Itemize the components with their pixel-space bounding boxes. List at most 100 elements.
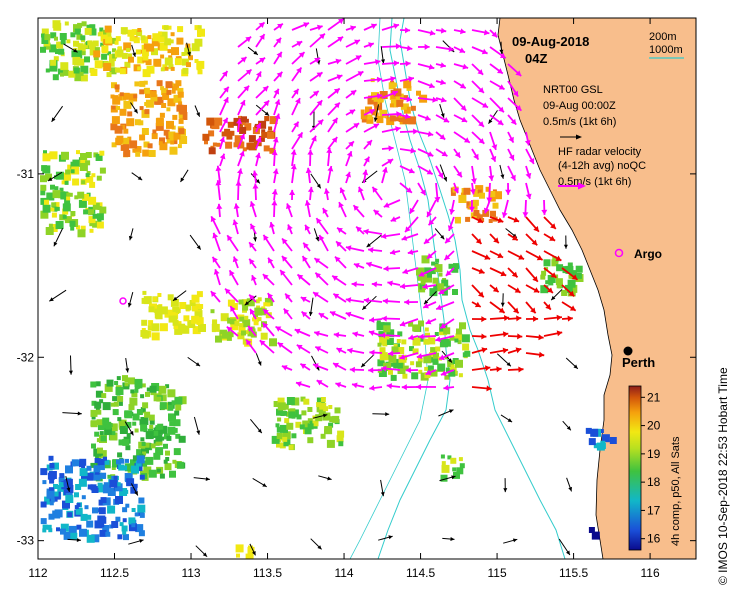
sst-pixel: [123, 42, 132, 51]
sst-pixel: [128, 517, 136, 525]
radar-arrow-head: [413, 128, 419, 135]
sst-pixel: [130, 486, 138, 494]
sst-pixel: [55, 206, 60, 211]
sst-pixel: [212, 142, 217, 147]
sst-pixel: [434, 264, 443, 273]
radar-arrow-head: [423, 302, 429, 309]
radar-arrow-head: [380, 332, 386, 339]
radar-arrow-head: [505, 189, 512, 195]
sst-pixel: [112, 409, 119, 416]
sst-pixel: [66, 39, 71, 44]
radar-arrow-head: [319, 235, 325, 241]
sst-pixel: [151, 133, 158, 140]
sst-pixel: [459, 322, 466, 330]
sst-pixel: [477, 189, 482, 194]
radar-arrow-head: [333, 332, 340, 338]
sst-pixel: [48, 528, 53, 533]
radar-arrow-head: [425, 318, 432, 325]
radar-arrow-head: [404, 299, 410, 306]
sst-pixel: [599, 429, 604, 433]
radar-arrow-head: [518, 366, 524, 373]
sst-pixel: [94, 60, 103, 69]
sst-pixel: [99, 529, 107, 537]
sst-pixel: [166, 107, 171, 112]
sst-pixel: [164, 57, 173, 66]
sst-pixel: [84, 56, 90, 63]
sst-pixel: [259, 308, 267, 316]
sst-pixel: [184, 47, 192, 55]
radar-arrow-head: [338, 202, 344, 208]
plot-frame: [37, 17, 697, 560]
x-axis: 112 112.5 113 113.5 114 114.5 115 115.5 116: [28, 18, 660, 580]
sst-pixel: [159, 142, 168, 151]
radar-arrow-head: [351, 281, 357, 288]
radar-arrow-head: [246, 339, 252, 346]
sst-pixel: [161, 88, 169, 96]
sst-pixel: [59, 33, 67, 40]
sst-pixel: [132, 421, 137, 426]
sst-pixel: [128, 53, 132, 58]
radar-arrow-head: [395, 43, 401, 50]
wind-arrow-head: [450, 537, 455, 541]
sst-pixel: [131, 465, 139, 474]
sst-pixel: [490, 210, 496, 217]
radar-arrow-head: [372, 186, 378, 193]
radar-arrow-head: [314, 330, 320, 337]
radar-arrow-head: [271, 200, 278, 206]
radar-arrow-head: [390, 76, 396, 82]
sst-pixel: [166, 435, 172, 441]
sst-pixel: [171, 47, 179, 56]
radar-arrow-head: [358, 186, 364, 193]
sst-pixel: [48, 487, 54, 493]
wind-arrow-head: [447, 358, 452, 363]
sst-pixel: [473, 210, 480, 216]
radar-arrow-head: [501, 212, 508, 218]
sst-pixel: [409, 346, 414, 352]
sst-pixel: [301, 410, 307, 416]
sst-pixel: [139, 419, 146, 426]
sst-pixel: [226, 335, 232, 341]
sst-pixel: [77, 44, 86, 53]
radar-arrow-head: [326, 147, 333, 154]
sst-pixel: [142, 54, 149, 61]
sst-pixel: [242, 147, 247, 152]
sst-pixel: [479, 192, 485, 199]
radar-arrow-head: [215, 165, 222, 172]
radar-arrow-head: [338, 18, 344, 25]
sst-pixel: [403, 95, 409, 101]
sst-pixel: [170, 66, 175, 71]
sst-pixel: [244, 315, 249, 320]
sst-pixel: [415, 361, 422, 368]
sst-pixel: [189, 300, 196, 306]
sst-pixel: [133, 483, 138, 488]
sst-pixel: [76, 150, 80, 155]
sst-pixel: [197, 33, 202, 37]
sst-pixel: [74, 50, 83, 59]
sst-pixel: [241, 299, 249, 307]
sst-pixel: [85, 472, 94, 481]
sst-pixel: [434, 332, 439, 336]
sst-pixel: [166, 135, 175, 144]
radar-arrow-head: [418, 271, 425, 277]
wind-arrow-head: [139, 539, 144, 543]
radar-arrow-head: [296, 41, 303, 47]
sst-pixel: [150, 91, 157, 98]
sst-pixel: [169, 146, 178, 155]
sst-pixel: [159, 137, 165, 144]
sst-pixel: [65, 465, 73, 474]
sst-pixel: [181, 325, 190, 334]
radar-arrow-head: [556, 330, 563, 337]
sst-pixel: [239, 316, 245, 322]
sst-pixel: [551, 259, 559, 267]
radar-arrow-head: [387, 280, 393, 287]
radar-arrow-head: [232, 256, 239, 263]
sst-pixel: [402, 373, 408, 379]
sst-pixel: [397, 347, 405, 354]
sst-pixel: [126, 433, 131, 438]
radar-arrow-head: [477, 217, 484, 223]
sst-pixel: [147, 143, 153, 149]
colorbar: [628, 385, 642, 551]
credit-text: © IMOS 10-Sep-2018 22:53 Hobart Time: [716, 367, 730, 585]
sst-pixel: [95, 406, 100, 411]
sst-pixel: [239, 127, 247, 134]
